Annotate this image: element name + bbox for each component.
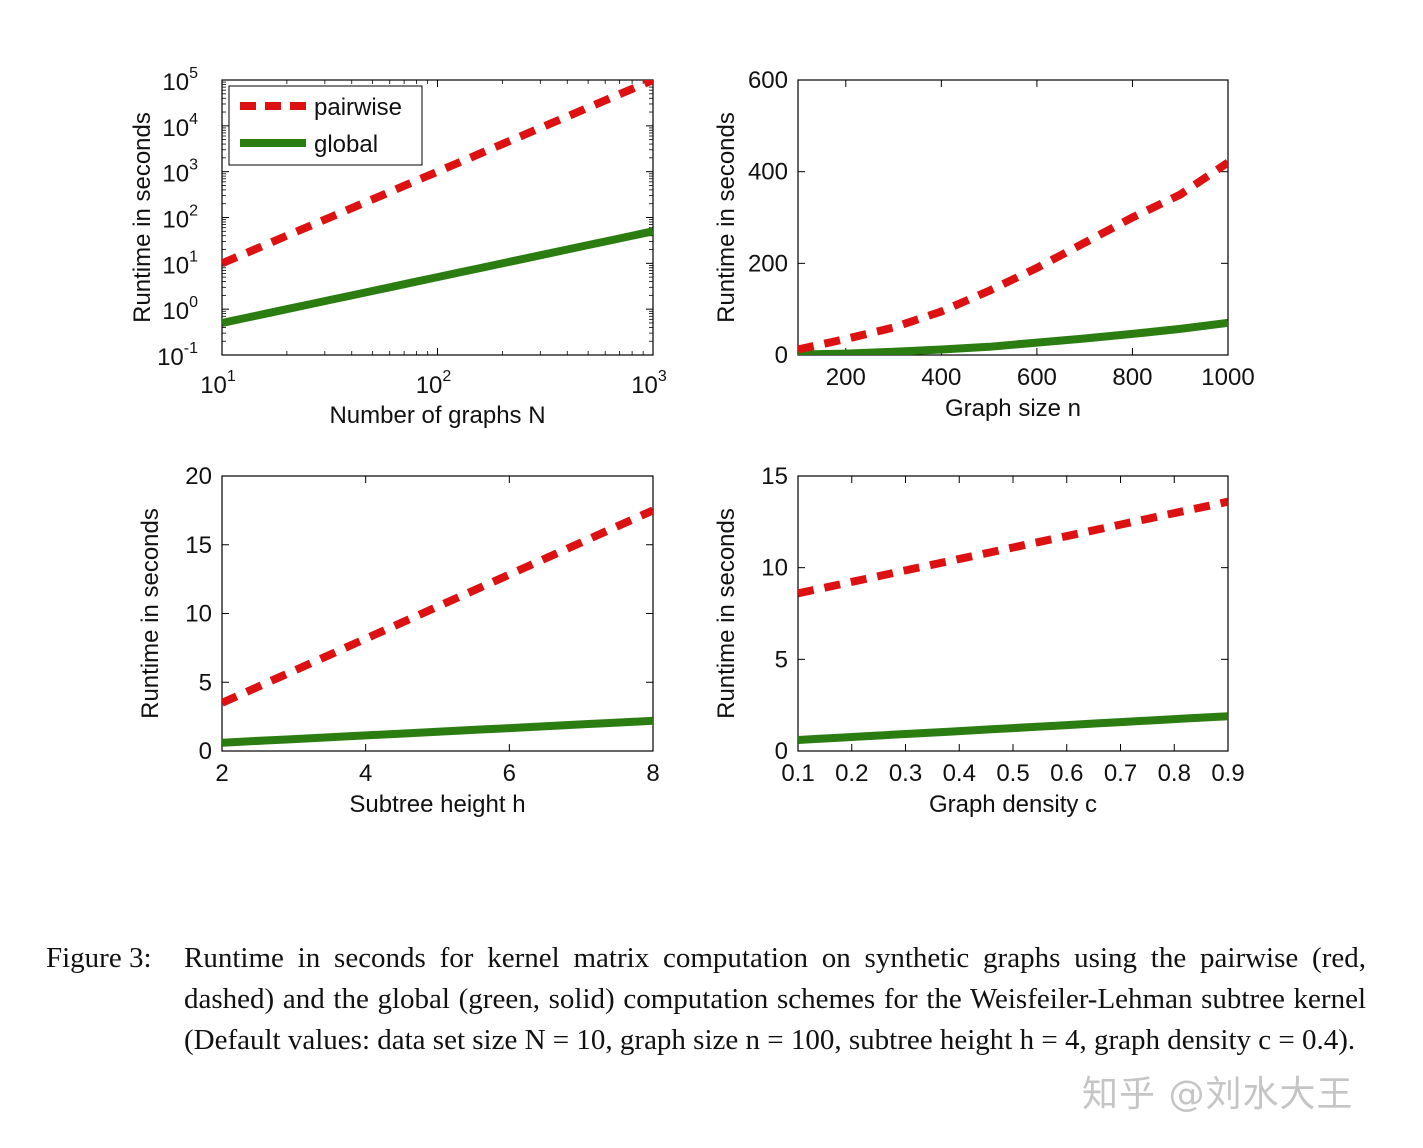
x-tick-label: 800 — [1112, 364, 1152, 391]
y-tick-label: 100 — [162, 294, 198, 325]
x-tick-label: 103 — [631, 368, 667, 399]
y-tick-label: 10-1 — [157, 340, 198, 371]
y-tick-label: 103 — [162, 157, 198, 188]
y-tick-label: 10 — [761, 555, 788, 582]
y-tick-label: 15 — [185, 532, 212, 559]
y-tick-label: 104 — [162, 111, 198, 142]
y-axis-label: Runtime in seconds — [713, 112, 740, 323]
y-tick-label: 20 — [185, 463, 212, 490]
y-tick-label: 0 — [775, 342, 788, 369]
y-tick-label: 102 — [162, 203, 198, 234]
series-line-pairwise — [798, 159, 1228, 354]
x-tick-label: 101 — [200, 368, 236, 399]
legend-label-pairwise: pairwise — [314, 94, 402, 121]
watermark: 知乎 @刘水大王 — [1082, 1074, 1354, 1115]
x-axis-label: Graph density c — [929, 791, 1097, 818]
y-tick-label: 400 — [748, 159, 788, 186]
x-tick-label: 0.6 — [1050, 760, 1083, 787]
series-line-pairwise — [222, 80, 653, 267]
plot-frame — [221, 475, 654, 752]
x-tick-label: 0.4 — [943, 760, 976, 787]
series-line-pairwise — [222, 506, 653, 707]
y-tick-label: 105 — [162, 65, 198, 96]
series-line-global — [798, 318, 1228, 355]
x-axis-label: Number of graphs N — [329, 402, 545, 429]
y-tick-label: 5 — [199, 669, 212, 696]
x-tick-label: 0.1 — [781, 760, 814, 787]
y-tick-label: 600 — [748, 67, 788, 94]
x-tick-label: 0.8 — [1158, 760, 1191, 787]
legend-box — [228, 85, 423, 166]
series-line-pairwise — [798, 497, 1228, 598]
y-tick-label: 5 — [775, 646, 788, 673]
x-tick-label: 0.2 — [835, 760, 868, 787]
caption-text: Runtime in seconds for kernel matrix com… — [184, 942, 1366, 1056]
x-tick-label: 0.7 — [1104, 760, 1137, 787]
series-line-global — [798, 712, 1228, 744]
x-tick-label: 600 — [1017, 364, 1057, 391]
x-axis-label: Subtree height h — [349, 791, 525, 818]
x-tick-label: 102 — [416, 368, 452, 399]
y-tick-label: 200 — [748, 250, 788, 277]
y-tick-label: 10 — [185, 601, 212, 628]
legend-label-global: global — [314, 131, 378, 158]
legend: pairwise global — [228, 85, 423, 166]
x-tick-label: 1000 — [1201, 364, 1254, 391]
x-tick-label: 0.5 — [996, 760, 1029, 787]
chart-panel-4: 0.1 0.2 0.3 0.4 0.5 0.6 0.7 0.8 0.9 0 5 10 15 Graph d… — [713, 463, 1245, 818]
x-tick-label: 0.9 — [1211, 760, 1244, 787]
series-line-global — [222, 716, 653, 747]
x-axis-label: Graph size n — [945, 395, 1081, 422]
y-axis-label: Runtime in seconds — [713, 508, 740, 719]
y-tick-label: 15 — [761, 463, 788, 490]
chart-panel-3: 2 4 6 8 0 5 10 15 20 Subtree height h Runtime in s… — [137, 463, 660, 818]
x-tick-label: 0.3 — [889, 760, 922, 787]
x-tick-label: 4 — [359, 760, 372, 787]
y-axis-label: Runtime in seconds — [137, 508, 164, 719]
x-tick-label: 6 — [503, 760, 516, 787]
x-tick-label: 400 — [921, 364, 961, 391]
y-axis-label: Runtime in seconds — [129, 112, 156, 323]
y-tick-label: 101 — [162, 248, 198, 279]
x-tick-label: 2 — [215, 760, 228, 787]
chart-panel-1: 101 102 103 10-1 100 101 102 103 104 105 Number of… — [129, 65, 667, 429]
x-tick-label: 200 — [826, 364, 866, 391]
y-tick-label: 0 — [775, 738, 788, 765]
caption-label: Figure 3: — [46, 942, 152, 974]
plot-frame — [797, 79, 1229, 356]
plot-frame — [797, 475, 1229, 752]
figure-caption: Figure 3: Runtime in seconds for kernel … — [46, 938, 1366, 1061]
series-line-global — [222, 227, 653, 327]
x-tick-label: 8 — [646, 760, 659, 787]
y-tick-label: 0 — [199, 738, 212, 765]
chart-panel-2: 200 400 600 800 1000 0 200 400 600 Graph size n Ru… — [713, 67, 1255, 422]
